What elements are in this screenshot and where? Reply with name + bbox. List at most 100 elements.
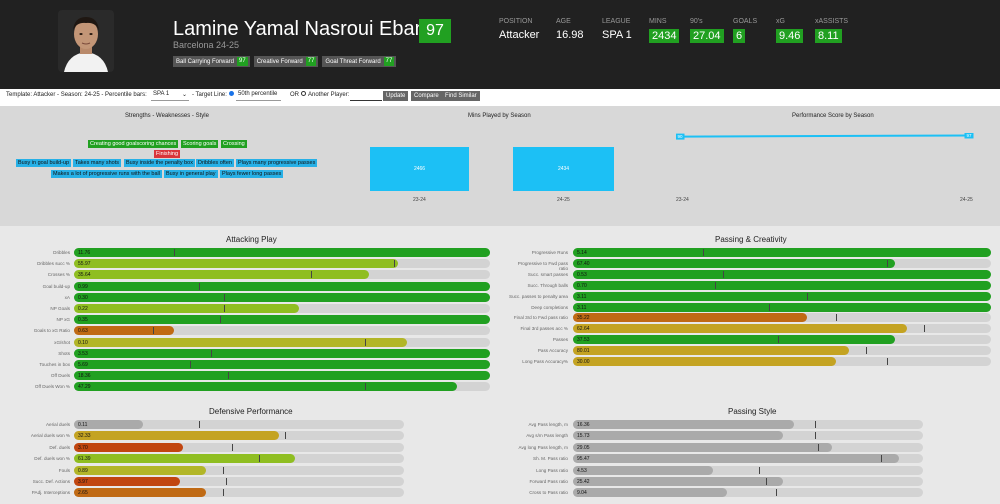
target-line [715,281,717,289]
metric-value: 2.65 [78,490,88,497]
percentile-select[interactable]: 50th percentile [236,91,281,101]
metric-bar-fill [573,313,808,323]
metric-bar-fill [74,360,490,369]
metric-bar: 3.11 [573,291,991,301]
metric-value: 29.05 [577,444,590,451]
target-line [227,372,229,380]
update-button[interactable]: Update [383,91,409,101]
style-chip: Plays fewer long passes [220,170,284,178]
metric-label: Off Duels Won % [34,384,70,390]
metric-value: 3.70 [78,444,88,451]
perf-xlabel: 23-24 [676,197,689,203]
target-line [836,314,838,322]
metric-label: Def. duels won % [34,456,70,462]
stat-position: POSITION Attacker [499,18,540,41]
metric-label: Goal build-up [42,283,70,289]
target-line [394,260,396,268]
perf-point [676,133,685,140]
percentile-radio[interactable] [229,91,234,96]
metric-bar-fill [573,420,794,429]
metric-value: 15.73 [577,433,590,440]
metric-bar-fill [74,488,206,498]
role-badges: Ball Carrying Forward 97 Creative Forward… [173,56,397,67]
metric-bar: 3.97 [74,477,404,486]
metric-bar: 0.53 [573,269,991,279]
metric-bar: 0.70 [573,280,991,290]
metric-label: Long Pass ratio [536,467,568,473]
target-line [258,455,260,463]
metric-label: Cross to Pass ratio [529,490,568,496]
style-chip: Busy inside the penalty box [124,159,195,167]
another-player-input[interactable] [350,92,382,101]
target-line [769,303,771,311]
find-similar-button[interactable]: Find Similar [442,91,480,101]
perf-label: 90 [677,134,683,139]
metric-label: Final 3rd to Fwd pass ratio [513,315,568,321]
target-line [285,432,287,440]
metric-value: 80.01 [577,348,590,355]
target-line [219,316,221,324]
metric-bar: 0.30 [74,292,490,302]
metric-value: 95.47 [577,456,590,463]
style-chip: Busy in goal build-up [16,159,72,167]
metric-value: 18.36 [78,373,91,380]
metric-bar: 15.73 [573,431,923,441]
target-line [777,336,779,344]
metric-bar-fill [573,477,783,486]
metric-bar: 62.64 [573,324,991,334]
template-label: Template: Attacker - Season: 24-25 - Per… [6,92,147,98]
metric-value: 32.33 [78,433,91,440]
target-line [199,421,201,428]
target-line-label: - Target Line: [192,92,227,98]
target-line [702,249,704,256]
stat-xg: xG 9.46 [776,18,804,44]
metric-bar: 0.35 [74,315,490,325]
target-line [211,349,213,357]
metric-bar-fill [74,477,180,486]
metric-bar-fill [573,454,899,464]
metric-value: 0.11 [78,422,88,428]
perf-line-chart: 90 97 [676,133,974,140]
metric-bar-fill [573,291,991,301]
strengths-title: Strengths - Weaknesses - Style [125,113,209,119]
or-label: OR [290,92,299,98]
metric-label: Aerial duels won % [30,433,70,439]
role-badge: Goal Threat Forward 77 [322,56,397,67]
metric-bar: 0.99 [74,281,490,291]
metric-label: Succ. Through balls [527,282,568,288]
metric-bar-fill [74,348,490,358]
metric-bar: 29.05 [573,442,923,452]
metric-value: 0.30 [78,294,88,301]
metric-bar-fill [74,248,490,257]
metric-bar: 4.53 [573,465,923,475]
metric-value: 16.36 [577,422,590,428]
metric-label: xG/shot [54,339,70,345]
metric-label: NP Goals [50,306,70,311]
metric-bar-fill [573,442,832,452]
panel-title: Attacking Play [226,235,277,244]
mins-title: Mins Played by Season [468,113,531,119]
target-line [223,293,225,301]
metric-bar: 95.47 [573,454,923,464]
metric-bar: 11.76 [74,248,490,257]
metric-bar: 32.33 [74,431,404,441]
player-rating-badge: 97 [419,19,451,43]
target-line [365,383,367,391]
league-select[interactable]: SPA 1 ⌄ [151,91,189,101]
perf-title: Performance Score by Season [792,113,874,119]
target-line [758,466,760,474]
metric-label: Succ. passes to penalty area [509,293,568,299]
metric-value: 35.22 [577,315,590,322]
panel-title: Passing Style [728,407,777,416]
target-line [222,489,224,497]
target-line [765,478,767,485]
metric-bar: 2.65 [74,488,404,498]
another-player-radio[interactable] [301,91,306,96]
metric-label: NP xG [56,317,70,323]
mins-xlabel: 24-25 [557,197,570,203]
metric-value: 3.11 [577,293,587,300]
stat-90s: 90's 27.04 [690,18,724,44]
metric-bar-fill [74,465,206,475]
compare-button[interactable]: Compare [411,91,442,101]
metric-label: Deep completions [531,304,568,310]
